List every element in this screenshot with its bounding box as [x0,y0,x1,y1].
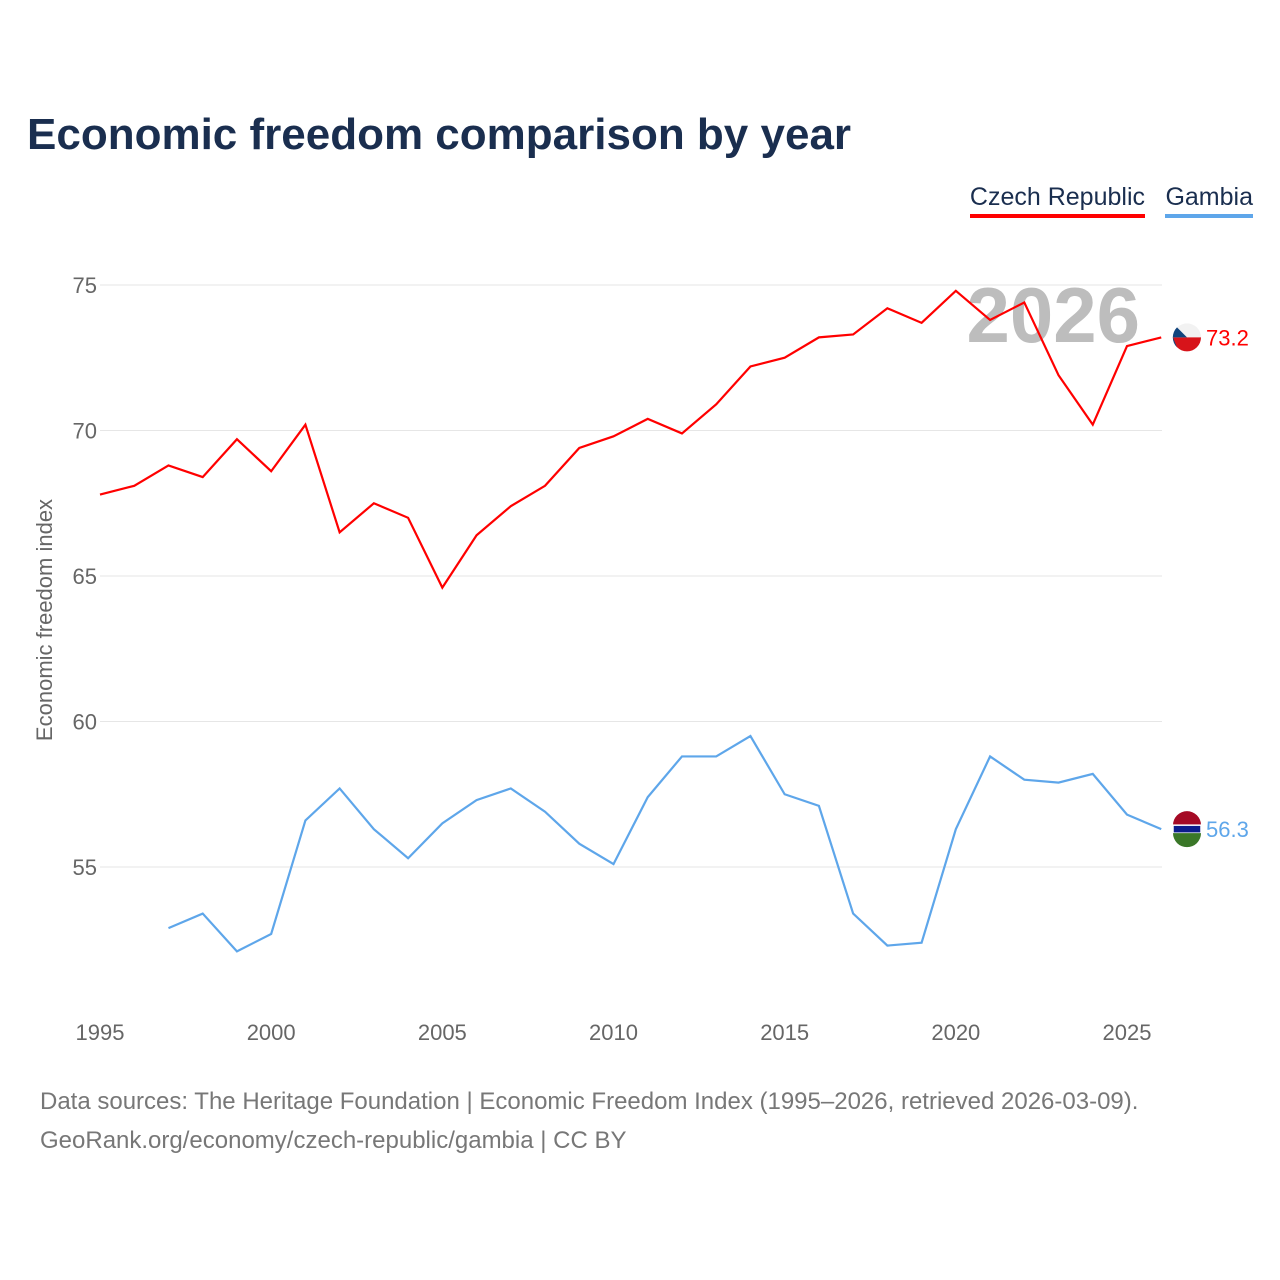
y-tick-label: 60 [73,710,97,735]
x-tick-label: 2010 [589,1020,638,1045]
x-tick-label: 2025 [1103,1020,1152,1045]
flag-gambia-top [1173,811,1201,826]
legend-gambia[interactable]: Gambia [1165,183,1253,218]
source-url: GeoRank.org/economy/czech-republic/gambi… [40,1127,627,1154]
x-tick-label: 2015 [760,1020,809,1045]
x-tick-label: 2000 [247,1020,296,1045]
end-value-label: 73.2 [1206,325,1249,350]
flag-gambia-bottom [1173,833,1201,848]
y-tick-label: 65 [73,564,97,589]
flag-czech-bottom [1173,337,1201,352]
y-axis-label: Economic freedom index [32,499,57,741]
x-tick-label: 2005 [418,1020,467,1045]
x-tick-label: 2020 [931,1020,980,1045]
legend-czech-republic[interactable]: Czech Republic [969,183,1145,218]
y-tick-label: 75 [73,273,97,298]
end-value-label: 56.3 [1206,817,1249,842]
flag-gambia-middle [1172,824,1202,834]
y-tick-label: 70 [73,419,97,444]
flag-czech-wedge [1172,327,1187,348]
year-watermark: 2026 [966,271,1140,359]
chart-title: Economic freedom comparison by year [27,110,852,159]
series-line-gambia [168,734,1162,953]
x-tick-label: 1995 [76,1020,125,1045]
source-note: Data sources: The Heritage Foundation | … [40,1088,1139,1115]
series-line-czech-republic [99,289,1162,590]
y-tick-label: 55 [73,855,97,880]
